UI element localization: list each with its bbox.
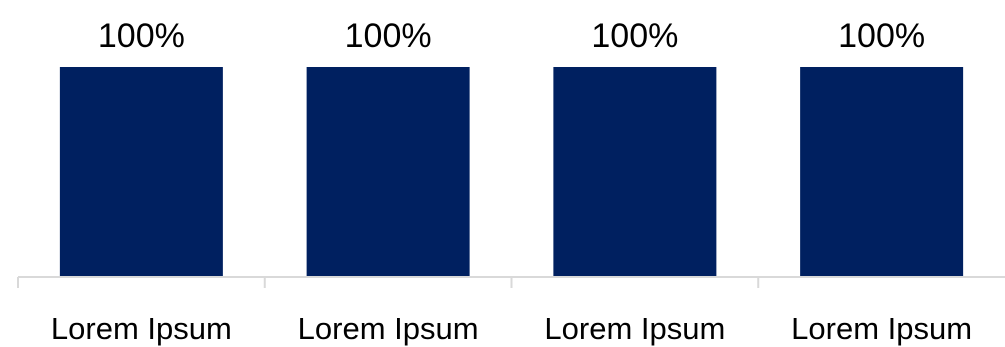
- x-tick-label: Lorem Ipsum: [51, 311, 232, 346]
- labels-layer: 100% Lorem Ipsum 100% Lorem Ipsum 100% Lorem …: [51, 17, 972, 346]
- bar-data-label: 100%: [591, 17, 678, 55]
- bar-data-label: 100%: [838, 17, 925, 55]
- bar-data-label: 100%: [98, 17, 185, 55]
- bar-data-label: 100%: [345, 17, 432, 55]
- bar: [306, 67, 470, 277]
- bar: [59, 67, 223, 277]
- bar: [553, 67, 717, 277]
- x-tick-label: Lorem Ipsum: [791, 311, 972, 346]
- bar: [800, 67, 964, 277]
- x-axis: [17, 276, 1005, 288]
- bars-layer: [59, 67, 964, 277]
- x-tick-label: Lorem Ipsum: [544, 311, 725, 346]
- x-tick-label: Lorem Ipsum: [298, 311, 479, 346]
